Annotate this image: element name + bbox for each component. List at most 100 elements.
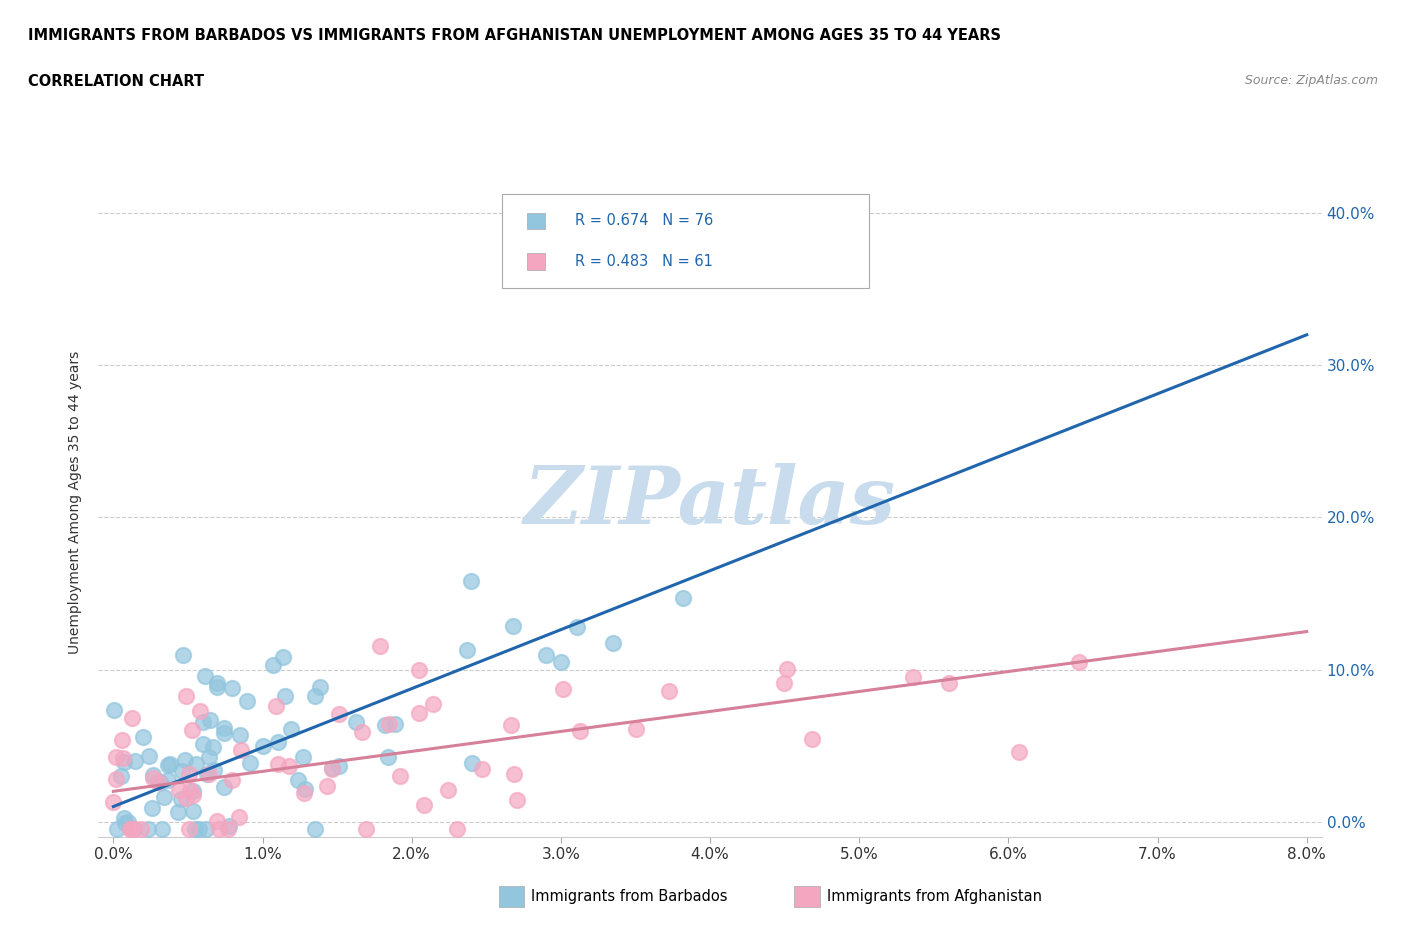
Point [149,775,172,790]
Point [124,822,146,837]
Point [239,756,262,771]
Point [129,822,152,837]
FancyBboxPatch shape [502,194,869,288]
Point [181,804,204,818]
Point [262,658,284,672]
Text: R = 0.483   N = 61: R = 0.483 N = 61 [575,254,713,269]
Point [264,698,287,713]
Point [167,804,190,819]
Point [104,750,127,764]
Point [321,761,343,776]
Point [471,761,494,776]
Point [112,754,135,769]
Point [422,697,444,711]
Point [111,751,134,765]
Point [773,675,796,690]
Point [352,725,374,740]
Text: CORRELATION CHART: CORRELATION CHART [28,74,204,89]
Point [197,766,219,781]
Point [408,663,430,678]
Point [212,779,235,794]
Point [146,775,169,790]
Point [569,724,592,738]
Point [150,822,173,837]
Point [218,818,240,833]
Point [291,750,314,764]
Point [180,723,202,737]
Point [378,716,401,731]
Text: R = 0.674   N = 76: R = 0.674 N = 76 [575,214,714,229]
Point [103,703,125,718]
Point [446,822,468,837]
Point [208,822,231,837]
Point [267,757,290,772]
Point [624,722,647,737]
Point [550,655,572,670]
Point [229,727,252,742]
Point [157,773,180,788]
Point [389,769,412,784]
Point [173,752,195,767]
Point [602,635,624,650]
Point [328,707,350,722]
Point [658,684,681,698]
Point [1069,655,1091,670]
Point [186,756,208,771]
Point [212,725,235,740]
Point [801,732,824,747]
Point [111,733,134,748]
Point [191,714,214,729]
Point [901,670,924,684]
Point [190,704,212,719]
Point [217,822,239,837]
Point [194,669,217,684]
Text: IMMIGRANTS FROM BARBADOS VS IMMIGRANTS FROM AFGHANISTAN UNEMPLOYMENT AMONG AGES : IMMIGRANTS FROM BARBADOS VS IMMIGRANTS F… [28,28,1001,43]
Point [344,715,367,730]
Point [153,790,176,804]
Point [177,822,200,837]
Point [436,783,458,798]
Point [309,680,332,695]
Bar [527,213,546,230]
Point [103,794,125,809]
Point [499,717,522,732]
Point [136,822,159,837]
Point [1008,744,1031,759]
Point [174,791,197,806]
Point [374,718,396,733]
Point [294,786,316,801]
Point [315,778,337,793]
Point [377,750,399,764]
Point [205,814,228,829]
Point [368,639,391,654]
Y-axis label: Unemployment Among Ages 35 to 44 years: Unemployment Among Ages 35 to 44 years [69,351,83,654]
Point [132,729,155,744]
Point [114,816,136,830]
Point [277,758,299,773]
Point [138,749,160,764]
Point [177,766,200,781]
Point [172,764,194,778]
Point [252,738,274,753]
Point [141,800,163,815]
Point [184,822,207,837]
Point [104,771,127,786]
Point [231,742,253,757]
Point [142,771,165,786]
Point [117,815,139,830]
Point [354,822,377,837]
Point [110,769,132,784]
Point [328,759,350,774]
Point [287,773,309,788]
Point [456,643,478,658]
Text: Immigrants from Barbados: Immigrants from Barbados [531,889,728,904]
Point [460,574,482,589]
Point [273,688,295,703]
Text: Immigrants from Afghanistan: Immigrants from Afghanistan [827,889,1042,904]
Point [181,784,204,799]
Point [672,591,695,605]
Point [304,688,326,703]
Point [197,750,219,764]
Point [938,676,960,691]
Point [408,706,430,721]
